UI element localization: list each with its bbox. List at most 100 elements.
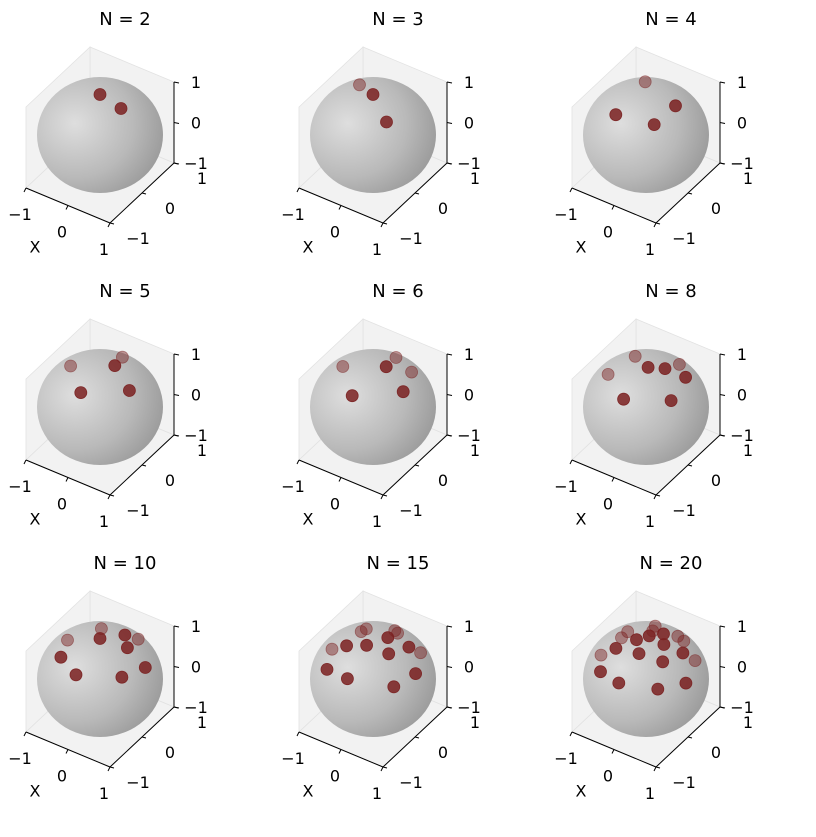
data-point — [409, 667, 423, 681]
x-tick-label: −1 — [8, 477, 32, 496]
y-tick-mark — [414, 192, 420, 195]
data-point — [116, 350, 129, 364]
subplot-title: N = 10 — [94, 553, 157, 574]
z-tick-mark — [446, 353, 453, 356]
data-point — [118, 628, 132, 642]
y-tick-label: 1 — [743, 441, 753, 460]
x-tick-label: 1 — [372, 512, 382, 531]
z-tick-mark — [446, 625, 453, 628]
y-tick-label: 0 — [438, 199, 448, 218]
y-tick-label: 1 — [743, 169, 753, 188]
z-tick-mark — [173, 706, 180, 709]
data-point — [69, 668, 83, 682]
data-point — [656, 655, 670, 669]
x-tick-mark — [23, 731, 27, 737]
subplot-9: −1 0 1 −1 0 1 −1 0 1 X N = 20 — [546, 544, 816, 823]
data-point — [609, 642, 623, 655]
sphere-surface — [583, 349, 709, 465]
data-point — [359, 622, 373, 636]
z-tick-label: 1 — [464, 73, 474, 92]
z-tick-mark — [719, 625, 726, 628]
z-tick-mark — [719, 122, 726, 124]
y-tick-mark — [414, 464, 420, 467]
data-point — [345, 389, 359, 403]
data-point — [389, 351, 403, 364]
data-point — [108, 359, 122, 372]
y-tick-mark — [141, 192, 147, 195]
z-tick-label: 1 — [737, 345, 747, 364]
x-tick-label: 1 — [372, 784, 382, 803]
y-tick-label: 1 — [197, 441, 207, 460]
z-tick-label: 0 — [464, 114, 474, 133]
y-tick-mark — [655, 494, 661, 497]
y-tick-label: 0 — [711, 199, 721, 218]
data-point — [641, 361, 655, 374]
data-point — [621, 625, 635, 639]
z-tick-mark — [719, 353, 726, 356]
subplot-title: N = 5 — [99, 281, 150, 302]
data-point — [405, 365, 419, 379]
y-tick-label: 1 — [743, 713, 753, 732]
z-tick-label: 1 — [191, 73, 201, 92]
y-tick-mark — [141, 464, 147, 467]
z-tick-mark — [173, 666, 180, 668]
y-tick-label: 0 — [165, 199, 175, 218]
data-point — [93, 632, 107, 645]
data-point — [138, 661, 152, 674]
x-tick-label: −1 — [554, 205, 578, 224]
data-point — [651, 682, 665, 696]
data-point — [647, 118, 661, 131]
z-tick-label: 0 — [191, 114, 201, 133]
y-tick-label: 1 — [197, 713, 207, 732]
x-tick-mark — [611, 749, 615, 754]
data-point — [669, 99, 682, 113]
y-tick-mark — [382, 766, 388, 769]
x-tick-label: 1 — [645, 512, 655, 531]
data-point — [630, 633, 643, 647]
subplot-title: N = 6 — [372, 281, 423, 302]
z-tick-mark — [446, 706, 453, 709]
y-tick-mark — [141, 736, 147, 739]
x-tick-mark — [107, 222, 111, 228]
data-point — [325, 642, 339, 656]
data-point — [387, 680, 401, 694]
x-axis-label: X — [30, 510, 41, 529]
x-tick-label: 0 — [330, 767, 340, 786]
data-point — [340, 639, 353, 653]
y-tick-mark — [687, 464, 693, 467]
data-point — [632, 647, 646, 660]
z-tick-label: 1 — [191, 617, 201, 636]
x-tick-mark — [611, 205, 615, 210]
z-tick-label: −1 — [730, 154, 754, 173]
data-point — [396, 385, 410, 399]
x-tick-mark — [23, 187, 27, 193]
x-axis-label: X — [303, 782, 314, 801]
x-tick-label: 0 — [57, 767, 67, 786]
x-tick-label: −1 — [8, 749, 32, 768]
data-point — [657, 627, 670, 641]
subplot-title: N = 2 — [99, 9, 150, 30]
y-tick-label: −1 — [672, 773, 696, 792]
subplot-2: −1 0 1 −1 0 1 −1 0 1 X N = 3 — [273, 0, 545, 279]
z-tick-label: −1 — [457, 154, 481, 173]
data-point — [61, 633, 74, 647]
data-point — [122, 384, 136, 397]
y-tick-mark — [109, 766, 115, 769]
data-point — [638, 75, 652, 89]
z-tick-label: −1 — [457, 698, 481, 717]
y-tick-label: −1 — [399, 773, 423, 792]
data-point — [402, 640, 416, 654]
z-tick-label: 0 — [464, 386, 474, 405]
subplot-title: N = 3 — [372, 9, 423, 30]
y-tick-label: 1 — [470, 441, 480, 460]
x-tick-label: 0 — [57, 223, 67, 242]
subplot-title: N = 20 — [640, 553, 703, 574]
x-tick-mark — [569, 731, 573, 737]
sphere-surface — [310, 349, 436, 465]
